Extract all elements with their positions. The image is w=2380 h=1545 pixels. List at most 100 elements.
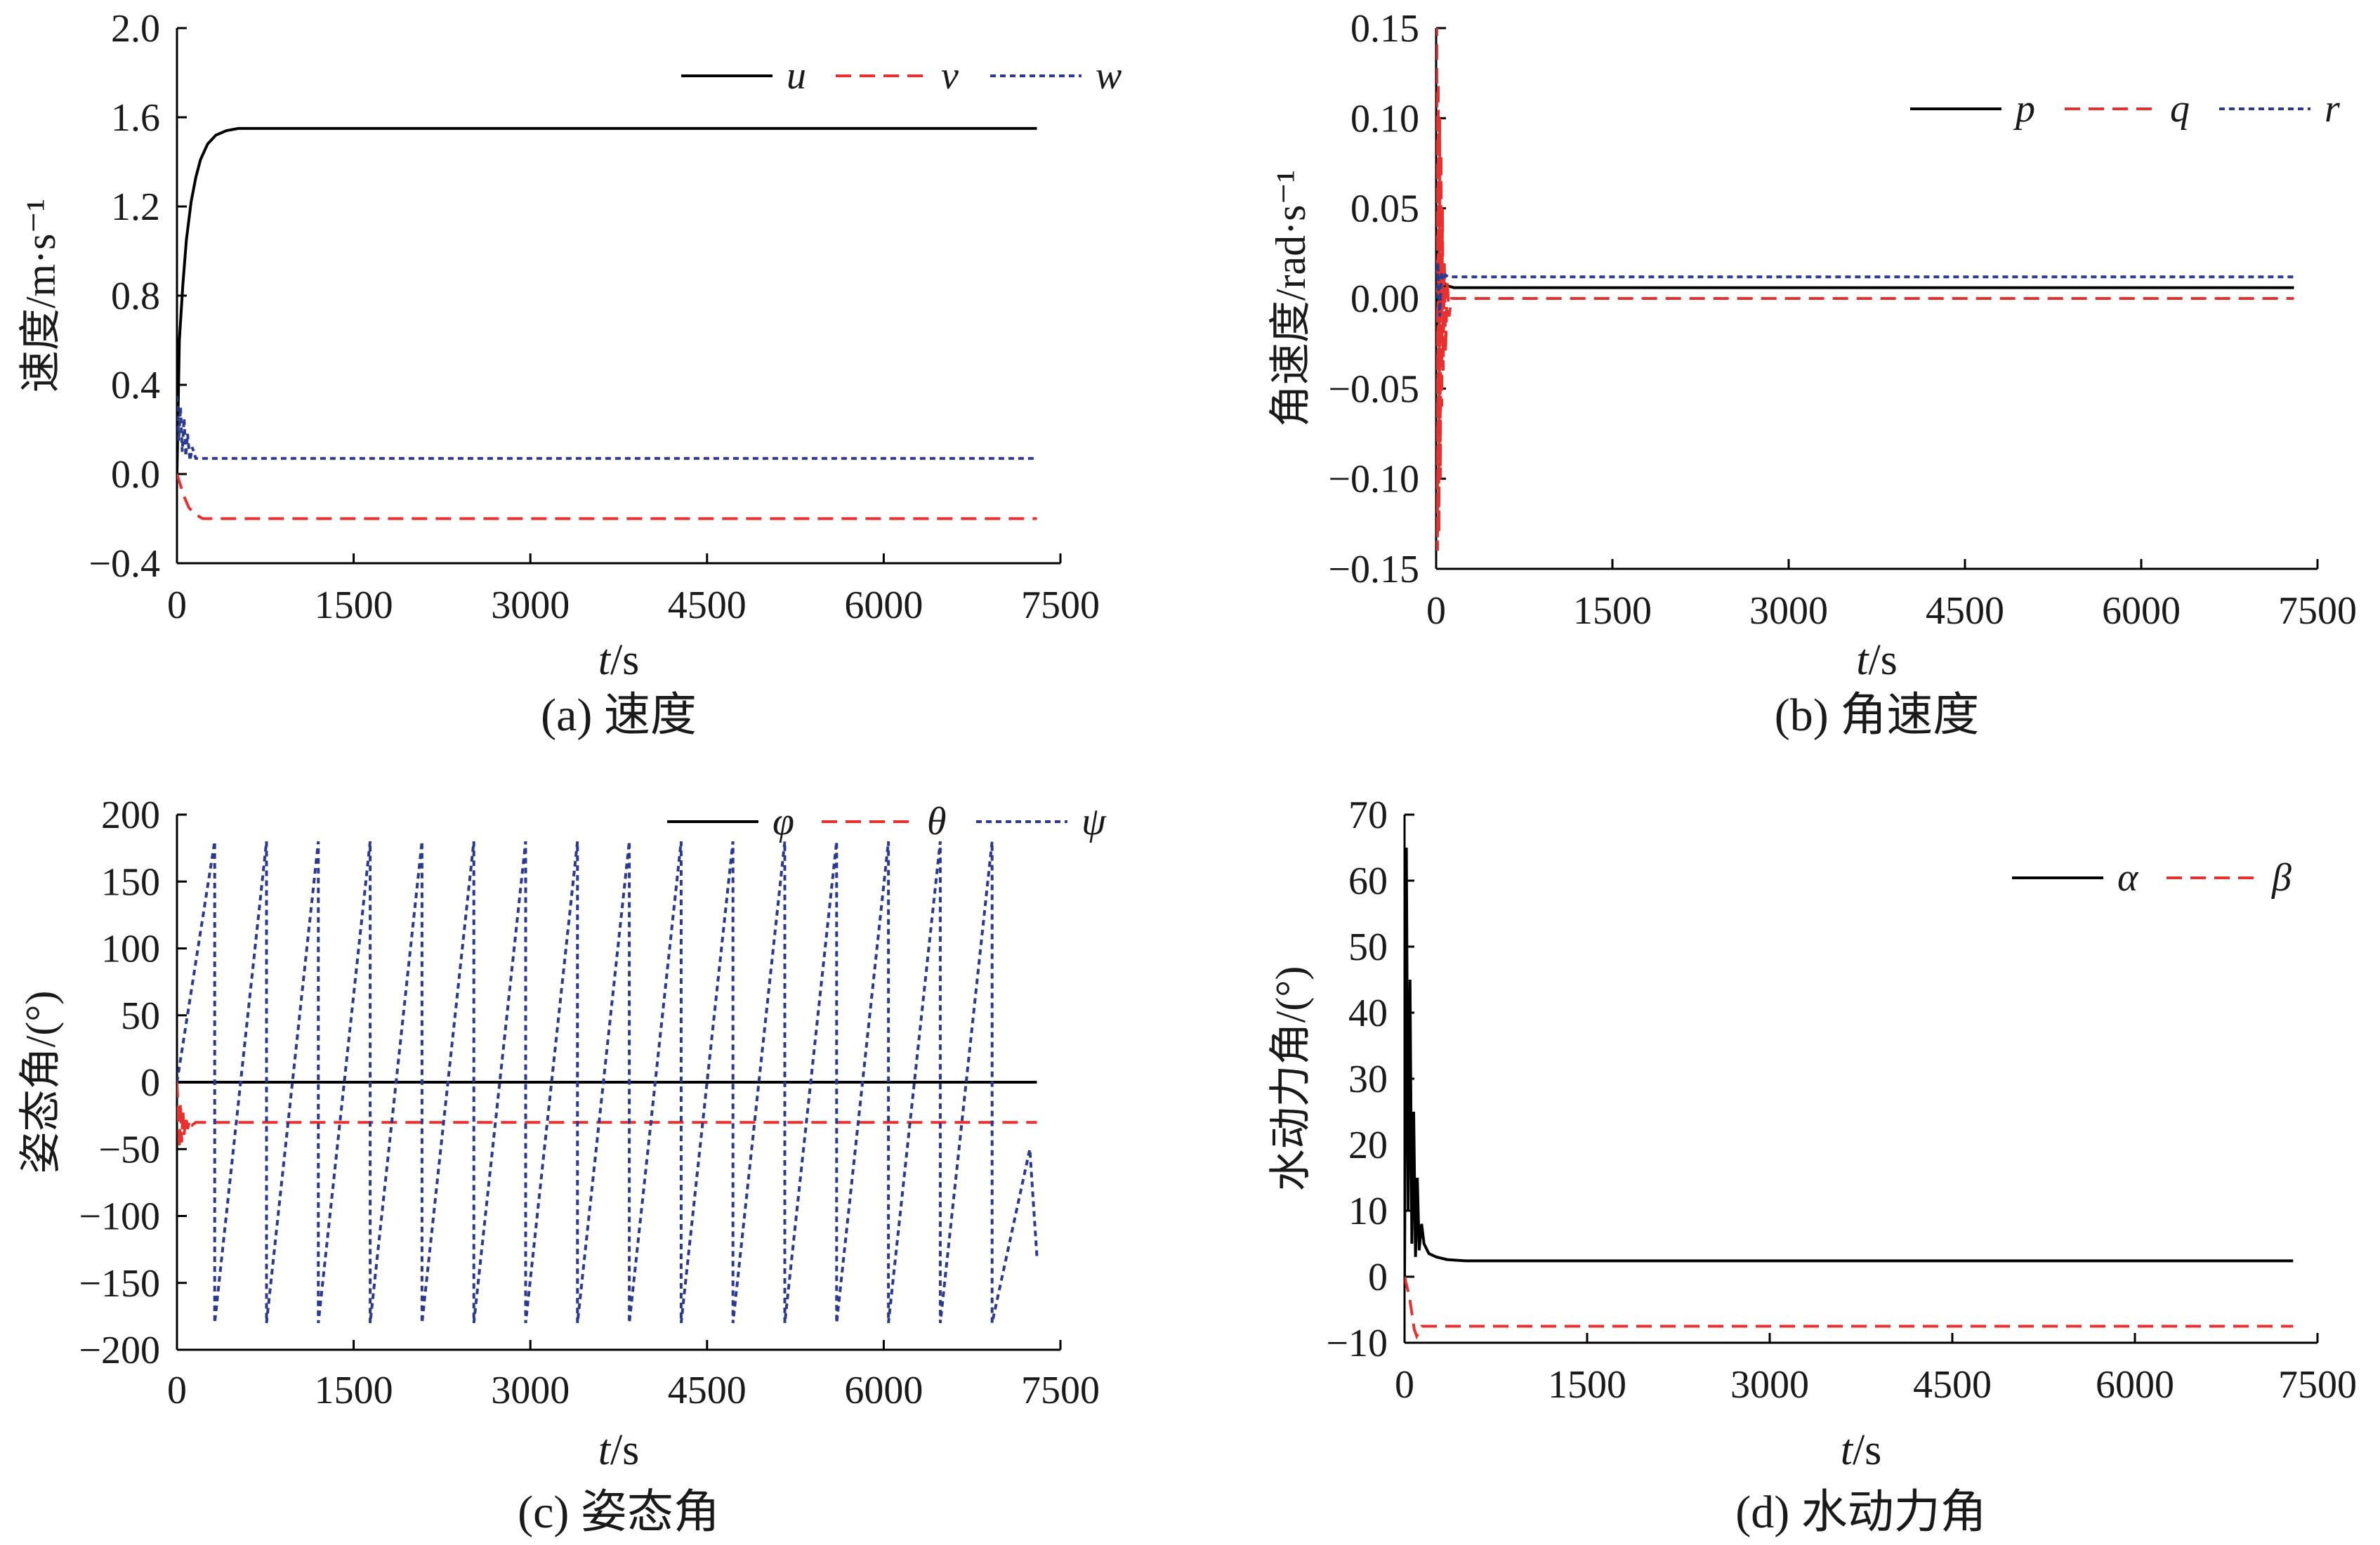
y-tick-label: 0.4 [111, 364, 160, 407]
x-axis-label: t/s [1841, 1426, 1882, 1474]
x-tick-label: 1500 [315, 584, 393, 627]
legend-label-ψ: ψ [1081, 800, 1107, 843]
legend-label-φ: φ [772, 800, 794, 843]
x-tick-label: 4500 [1913, 1363, 1992, 1407]
series-line-r [1436, 262, 2294, 317]
series-line-β [1405, 1276, 2294, 1340]
series-line-w [177, 395, 1037, 461]
x-axis-label: t/s [598, 636, 640, 684]
x-tick-label: 4500 [668, 1369, 747, 1412]
y-tick-label: 1.2 [111, 185, 160, 229]
x-axis-unit: /s [1853, 1426, 1881, 1474]
y-tick-label: −0.15 [1328, 548, 1419, 591]
series-line-u [177, 126, 1037, 475]
legend-label-w: w [1096, 54, 1122, 98]
x-axis-var: t [1856, 636, 1869, 684]
legend-label-α: α [2117, 856, 2139, 900]
series-line-θ [177, 1082, 1037, 1150]
y-tick-label: 1.6 [111, 96, 160, 140]
x-axis-var: t [598, 636, 612, 684]
legend-label-u: u [787, 54, 806, 98]
x-tick-label: 0 [1395, 1363, 1414, 1407]
x-axis-var: t [598, 1426, 612, 1474]
x-axis-var: t [1841, 1426, 1854, 1474]
y-tick-label: −50 [98, 1128, 160, 1171]
legend-label-r: r [2325, 87, 2340, 131]
x-axis-label: t/s [598, 1426, 640, 1474]
y-tick-label: 0.00 [1350, 277, 1419, 321]
y-tick-label: −10 [1326, 1322, 1388, 1365]
panel-caption: (c) 姿态角 [518, 1487, 720, 1538]
x-tick-label: 0 [1426, 589, 1446, 633]
y-tick-label: 0.8 [111, 275, 160, 318]
y-tick-label: 0 [1368, 1256, 1388, 1299]
y-tick-label: 50 [121, 994, 160, 1038]
panel-caption: (d) 水动力角 [1735, 1487, 1986, 1538]
legend-label-θ: θ [927, 800, 947, 843]
y-tick-label: 60 [1348, 860, 1388, 903]
y-tick-label: 0 [140, 1061, 160, 1105]
y-tick-label: 40 [1348, 992, 1388, 1035]
y-tick-label: 200 [101, 794, 160, 837]
chart-b: 0.15 0.10 0.05 0.00 −0.05 −0.10 −0.150 1500 3000… [1268, 7, 2357, 741]
y-tick-label: −0.4 [88, 542, 160, 586]
x-axis-label: t/s [1856, 636, 1898, 684]
panel-caption: (b) 角速度 [1775, 690, 1979, 741]
chart-a: 2.0 1.6 1.2 0.8 0.4 0.0 −0.40 1500 3000 4500 6000 7… [18, 7, 1122, 741]
x-tick-label: 1500 [1548, 1363, 1626, 1407]
x-tick-label: 3000 [491, 1369, 570, 1412]
y-tick-label: 0.10 [1350, 97, 1419, 140]
x-tick-label: 4500 [668, 584, 747, 627]
series-line-α [1405, 847, 2294, 1277]
x-axis-unit: /s [610, 1426, 639, 1474]
y-tick-label: 150 [101, 860, 160, 904]
x-tick-label: 6000 [844, 1369, 923, 1412]
series-line-ψ [177, 841, 1039, 1324]
y-tick-label: 70 [1348, 794, 1388, 837]
x-tick-label: 7500 [1021, 584, 1100, 627]
y-axis-label: 姿态角/(°) [18, 991, 64, 1174]
legend-label-q: q [2170, 87, 2190, 131]
x-tick-label: 1500 [1573, 589, 1652, 633]
y-tick-label: −150 [79, 1262, 160, 1306]
x-tick-label: 7500 [1021, 1369, 1100, 1412]
x-tick-label: 6000 [2096, 1363, 2174, 1407]
y-tick-label: −0.10 [1328, 458, 1419, 501]
x-axis-unit: /s [610, 636, 639, 684]
y-axis-label: 角速度/rad·s⁻¹ [1268, 170, 1314, 427]
y-tick-label: 2.0 [111, 7, 160, 51]
x-tick-label: 6000 [2102, 589, 2181, 633]
x-tick-label: 3000 [1730, 1363, 1809, 1407]
y-tick-label: −100 [79, 1195, 160, 1239]
y-tick-label: 50 [1348, 926, 1388, 969]
x-tick-label: 1500 [315, 1369, 393, 1412]
x-tick-label: 0 [167, 1369, 187, 1412]
y-axis-label: 水动力角/(°) [1268, 966, 1314, 1192]
x-tick-label: 6000 [844, 584, 923, 627]
y-axis-label: 速度/m·s⁻¹ [18, 199, 64, 393]
x-tick-label: 4500 [1926, 589, 2004, 633]
x-tick-label: 3000 [491, 584, 570, 627]
y-tick-label: −0.05 [1328, 367, 1419, 411]
y-tick-label: 0.0 [111, 453, 160, 497]
panel-caption: (a) 速度 [541, 690, 697, 741]
y-tick-label: 20 [1348, 1124, 1388, 1167]
x-axis-unit: /s [1868, 636, 1897, 684]
legend-label-p: p [2013, 87, 2035, 131]
series-line-p [1436, 244, 2294, 335]
x-tick-label: 7500 [2278, 589, 2357, 633]
y-tick-label: 0.15 [1350, 7, 1419, 51]
series-line-v [177, 473, 1037, 520]
legend-label-β: β [2271, 856, 2292, 900]
y-tick-label: 10 [1348, 1190, 1388, 1233]
y-tick-label: −200 [79, 1329, 160, 1372]
x-tick-label: 7500 [2278, 1363, 2357, 1407]
x-tick-label: 3000 [1749, 589, 1828, 633]
series-line-q [1436, 27, 2294, 551]
y-tick-label: 0.05 [1350, 188, 1419, 231]
y-tick-label: 100 [101, 928, 160, 971]
legend-label-v: v [941, 54, 959, 98]
